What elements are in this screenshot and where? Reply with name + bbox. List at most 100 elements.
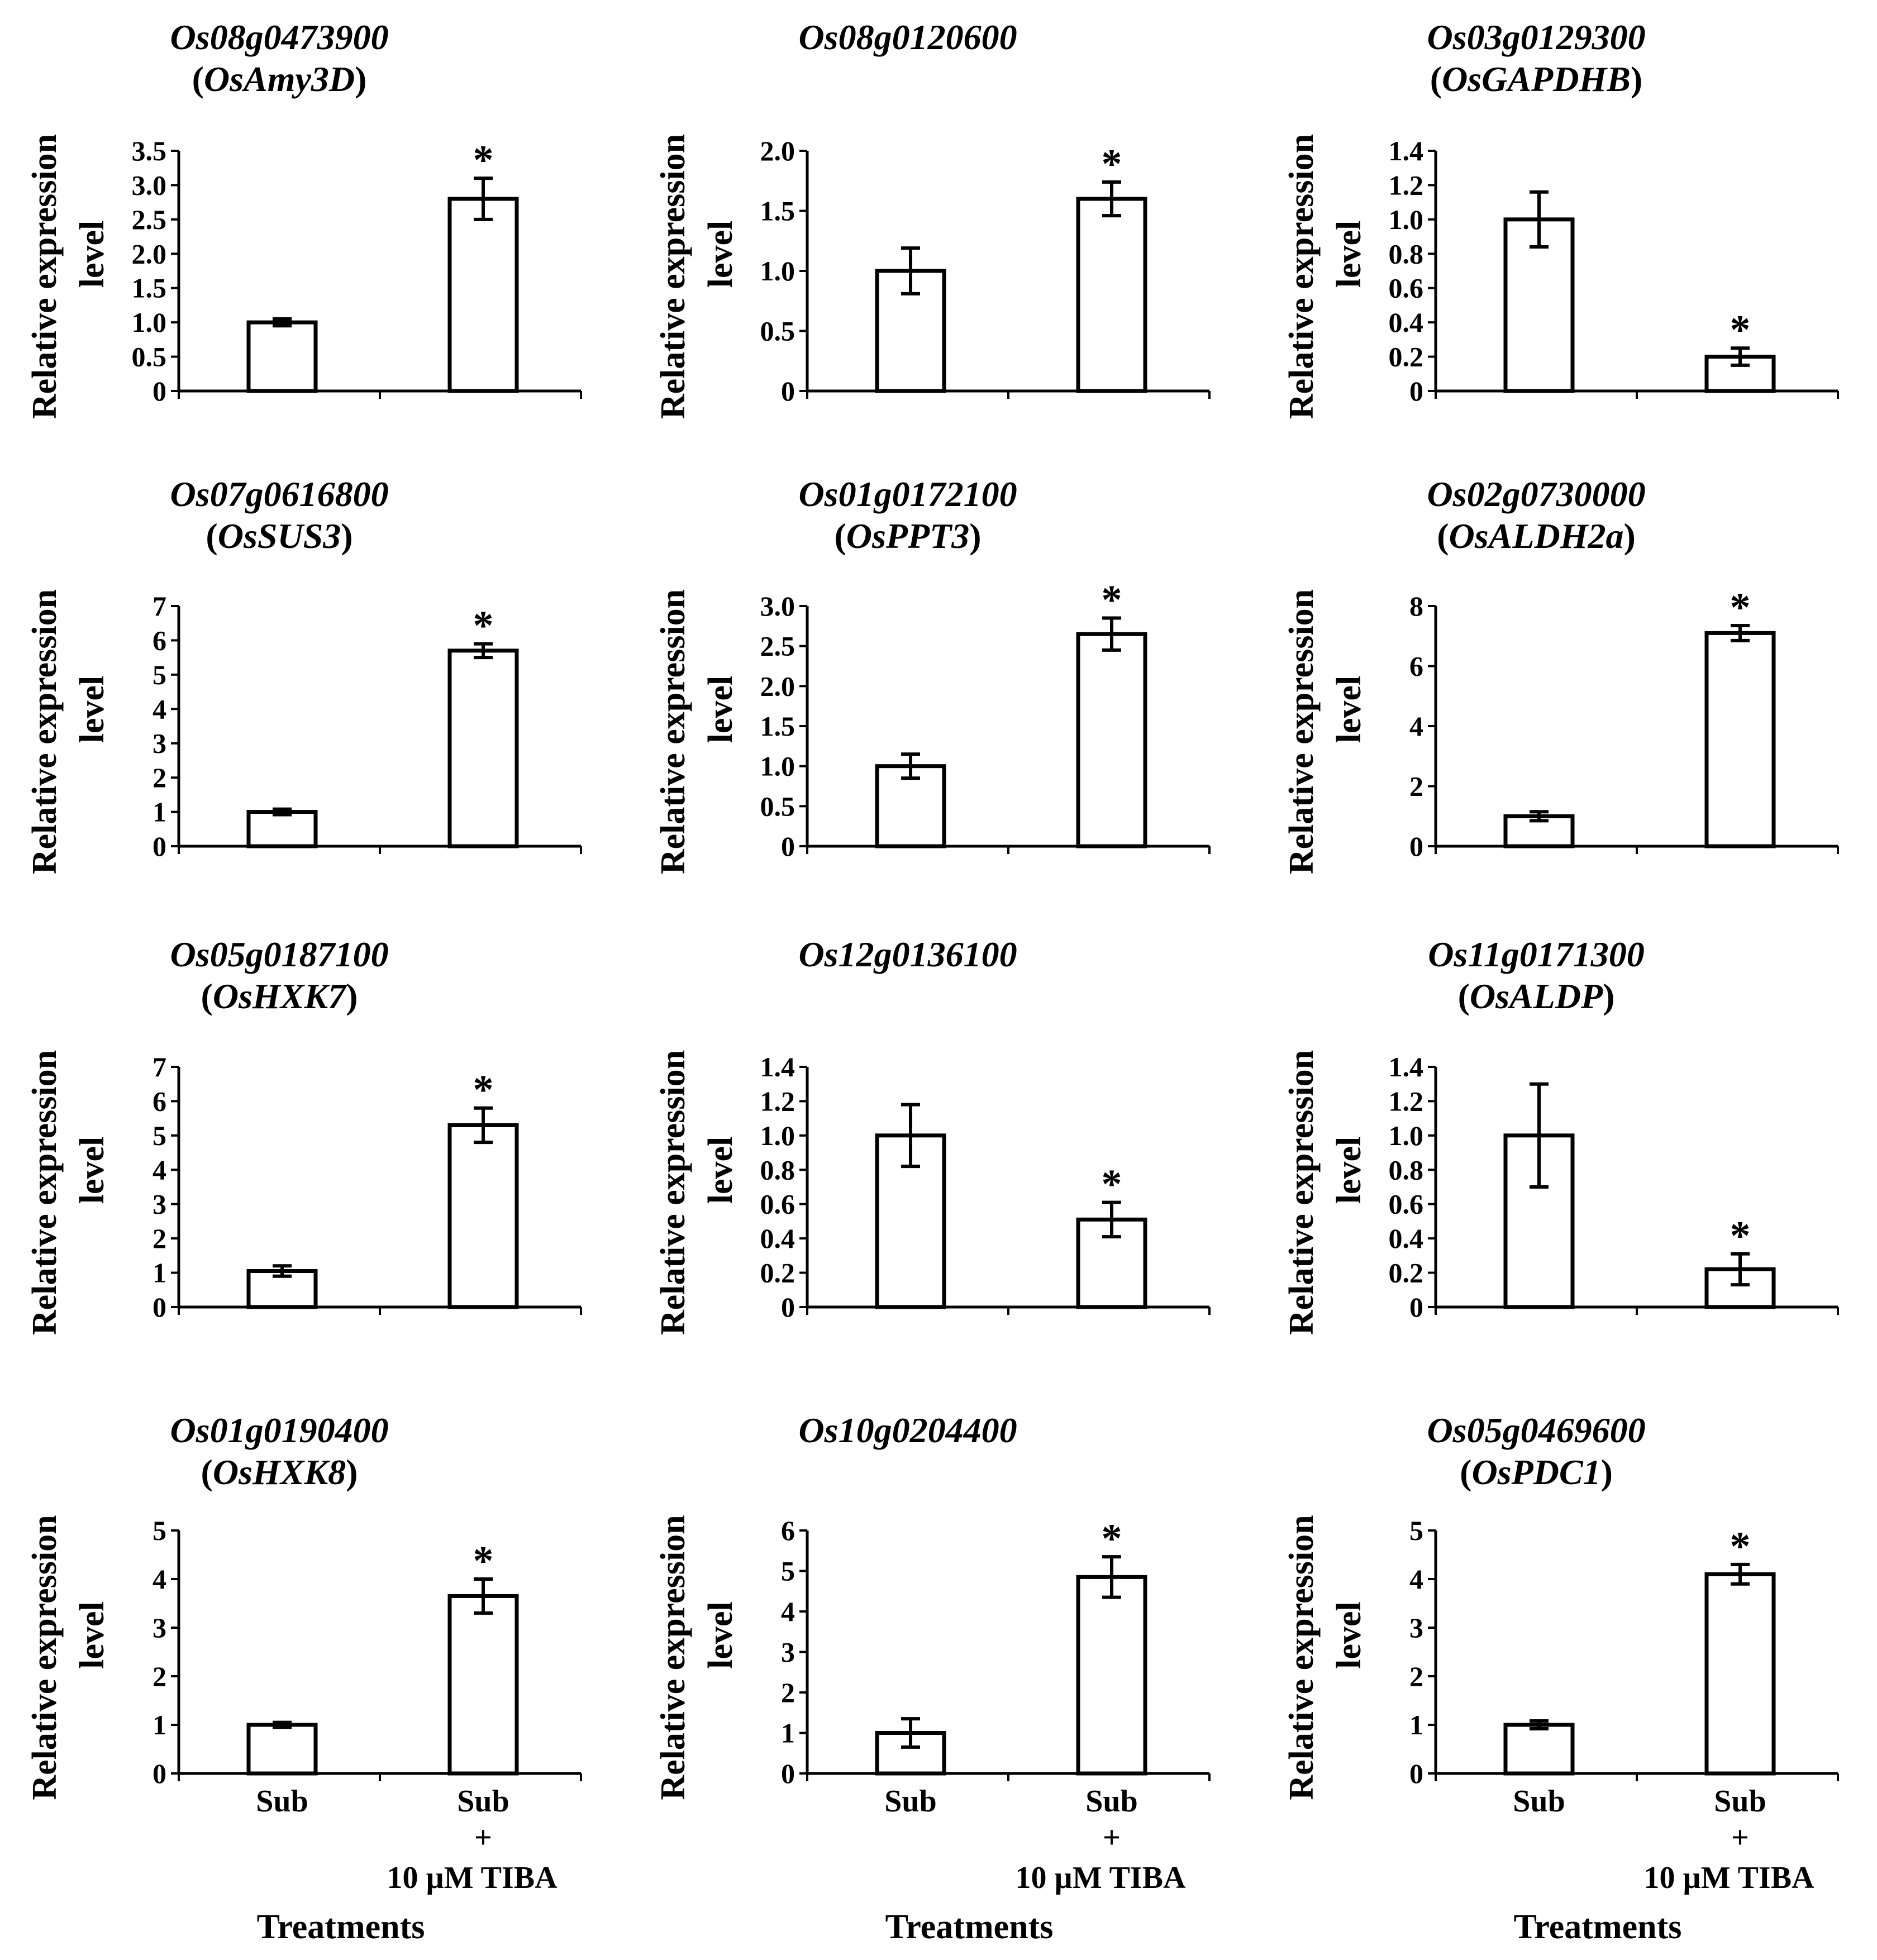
y-tick-label: 1.0 <box>132 307 167 338</box>
significance-star: * <box>473 603 494 649</box>
category-label-tiba: 10 µM TIBA <box>387 1861 558 1895</box>
y-tick-label: 0.4 <box>1389 1223 1424 1254</box>
category-label-sub-tiba: Sub <box>457 1784 509 1819</box>
y-axis-title-line2: level <box>702 221 740 288</box>
y-tick-label: 1 <box>1409 1709 1423 1740</box>
y-tick-label: 0.5 <box>760 790 795 822</box>
y-tick-label: 5 <box>153 1120 166 1151</box>
y-tick-label: 1.4 <box>1389 1051 1424 1082</box>
y-axis-title: Relative expression <box>26 589 64 874</box>
y-tick-label: 0.6 <box>1389 1189 1424 1220</box>
bar-sub <box>246 320 318 393</box>
panel-title-gene-name: (OsHXK7) <box>201 976 358 1016</box>
panel-title-gene-id: Os08g0473900 <box>170 17 388 57</box>
y-tick-label: 2 <box>1409 771 1423 802</box>
y-tick-label: 4 <box>1409 710 1423 742</box>
category-label-plus: + <box>474 1820 492 1855</box>
y-tick-label: 4 <box>153 693 166 724</box>
y-tick-label: 6 <box>153 1085 166 1117</box>
panel-title-gene-id: Os08g0120600 <box>798 17 1017 57</box>
bar-sub <box>1503 1723 1575 1776</box>
y-tick-label: 2 <box>1409 1661 1423 1692</box>
y-tick-label: 1.2 <box>760 1085 795 1117</box>
panel-title-gene-id: Os05g0187100 <box>170 934 388 974</box>
panel-title-gene-name: (OsPPT3) <box>834 516 981 556</box>
panel-title-gene-name: (OsHXK8) <box>201 1452 358 1492</box>
y-tick-label: 4 <box>1409 1563 1423 1595</box>
significance-star: * <box>1730 585 1751 631</box>
category-label-sub: Sub <box>1513 1784 1565 1819</box>
panel-Os05g0469600: Os05g0469600(OsPDC1) Relative expression l… <box>1283 1410 1839 1946</box>
y-tick-label: 0.8 <box>1389 238 1424 269</box>
panel-Os08g0473900: Os08g0473900(OsAmy3D) Relative expression… <box>26 17 582 419</box>
category-label-sub: Sub <box>884 1784 936 1819</box>
y-tick-label: 1.0 <box>760 255 795 287</box>
y-tick-label: 2.0 <box>760 670 795 702</box>
y-tick-label: 1.2 <box>1389 169 1424 201</box>
y-tick-label: 3 <box>153 728 166 759</box>
y-axis-title-line2: level <box>73 676 111 743</box>
y-tick-label: 1.0 <box>1389 1120 1424 1151</box>
y-tick-label: 0 <box>1409 1758 1423 1789</box>
y-axis-title-line2: level <box>702 676 740 743</box>
y-tick-label: 3.0 <box>132 169 167 201</box>
y-tick-label: 7 <box>153 590 166 622</box>
panel-title-gene-id: Os01g0190400 <box>170 1410 388 1450</box>
y-tick-label: 3.0 <box>760 590 795 622</box>
y-axis-title-line2: level <box>702 1137 740 1204</box>
y-tick-label: 1.0 <box>760 1120 795 1151</box>
panel-title-gene-name: (OsAmy3D) <box>192 59 367 99</box>
y-tick-label: 0.6 <box>1389 273 1424 304</box>
significance-star: * <box>1102 578 1122 623</box>
y-tick-label: 2 <box>153 762 166 793</box>
y-tick-label: 5 <box>1409 1515 1423 1546</box>
y-tick-label: 4 <box>153 1154 166 1185</box>
y-tick-label: 0 <box>153 1758 166 1789</box>
y-tick-label: 0 <box>153 1291 166 1323</box>
y-tick-label: 1.5 <box>760 195 795 227</box>
y-tick-label: 0 <box>153 831 166 862</box>
panel-title-gene-id: Os03g0129300 <box>1427 17 1645 57</box>
y-tick-label: 2 <box>781 1677 795 1708</box>
y-tick-label: 5 <box>781 1556 795 1587</box>
y-tick-label: 4 <box>153 1563 166 1595</box>
significance-star: * <box>1730 1213 1751 1259</box>
y-axis-title-line2: level <box>1330 676 1368 743</box>
y-tick-label: 0.8 <box>1389 1154 1424 1185</box>
panel-Os02g0730000: Os02g0730000(OsALDH2a) Relative expressio… <box>1283 474 1839 874</box>
bar-sub-tiba <box>1076 632 1147 848</box>
y-tick-label: 2 <box>153 1661 166 1692</box>
y-tick-label: 1.0 <box>1389 204 1424 235</box>
panel-Os10g0204400: Os10g0204400 Relative expression level 0 1 2 3… <box>654 1410 1211 1946</box>
bar-sub <box>875 1133 946 1309</box>
y-tick-label: 5 <box>153 659 166 690</box>
y-tick-label: 0.2 <box>1389 1257 1424 1289</box>
y-tick-label: 1 <box>153 1257 166 1289</box>
bar-sub <box>246 1269 318 1309</box>
panel-title-gene-id: Os12g0136100 <box>798 934 1017 974</box>
y-tick-label: 2.5 <box>760 631 795 662</box>
significance-star: * <box>1102 141 1122 187</box>
category-label-plus: + <box>1103 1820 1121 1855</box>
panel-Os01g0172100: Os01g0172100(OsPPT3) Relative expression l… <box>654 474 1211 874</box>
y-axis-title: Relative expression <box>654 1515 692 1800</box>
x-axis-title: Treatments <box>1514 1908 1682 1946</box>
y-tick-label: 3 <box>153 1189 166 1220</box>
y-tick-label: 2.0 <box>760 135 795 166</box>
x-axis-title: Treatments <box>257 1908 425 1946</box>
category-label-tiba: 10 µM TIBA <box>1643 1861 1814 1895</box>
y-tick-label: 7 <box>153 1051 166 1082</box>
y-tick-label: 0 <box>781 1291 795 1323</box>
y-tick-label: 2 <box>153 1223 166 1254</box>
y-tick-label: 6 <box>781 1515 795 1546</box>
y-tick-label: 0 <box>1409 831 1423 862</box>
panel-title-gene-name: (OsGAPDHB) <box>1430 59 1642 99</box>
panel-Os11g0171300: Os11g0171300(OsALDP) Relative expression l… <box>1283 934 1839 1335</box>
y-axis-title: Relative expression <box>654 589 692 874</box>
y-tick-label: 0 <box>781 831 795 862</box>
bar-sub-tiba <box>447 197 519 393</box>
panel-Os12g0136100: Os12g0136100 Relative expression level 00.2… <box>654 934 1211 1335</box>
significance-star: * <box>473 137 494 183</box>
y-tick-label: 3 <box>1409 1612 1423 1643</box>
